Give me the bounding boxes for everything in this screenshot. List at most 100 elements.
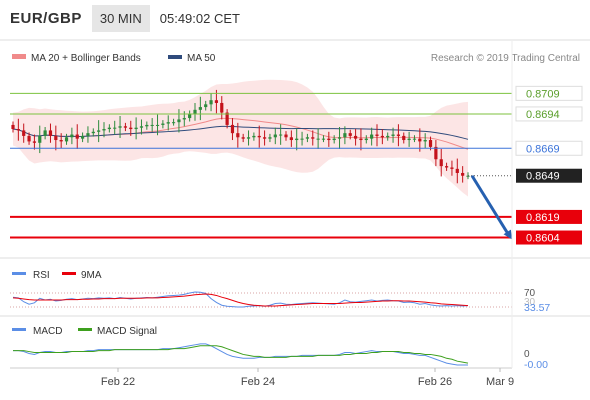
resistance-2-label: 0.8709	[526, 88, 560, 100]
candle-body	[155, 124, 160, 126]
macd-line	[13, 343, 468, 366]
candle-body	[48, 130, 53, 136]
candle-body	[80, 135, 85, 139]
candle-body	[22, 130, 26, 136]
candle-body	[225, 112, 229, 125]
resistance-1-label-box	[515, 106, 583, 122]
legend-label-macd-signal: MACD Signal	[97, 326, 157, 337]
candle-body	[428, 140, 433, 147]
legend-label-macd: MACD	[33, 326, 62, 337]
timeframe-button[interactable]: 30 MIN	[91, 4, 150, 32]
arrow-head	[503, 229, 512, 240]
macd-zero-label: 0	[524, 349, 530, 360]
price-levels: 0.8709 0.8694 0.8669 0.8649 0.8619 0.8604	[10, 85, 583, 245]
rsi-level-30-label: 30	[524, 297, 536, 308]
candle-body	[262, 137, 267, 139]
candle-body	[386, 135, 390, 138]
candle-body	[193, 109, 197, 114]
x-tick-label: Feb 24	[241, 376, 275, 388]
candle-body	[418, 138, 422, 142]
candle-body	[295, 138, 299, 141]
candle-body	[444, 166, 449, 168]
candle-body	[321, 138, 326, 140]
candle-body	[54, 135, 58, 141]
candle-body	[188, 113, 192, 119]
candle-body	[220, 102, 224, 113]
support-2-label: 0.8604	[526, 233, 560, 245]
legend-swatch-rsi	[12, 272, 26, 275]
candle-body	[38, 135, 42, 143]
candle-body	[32, 141, 37, 143]
candle-body	[86, 133, 90, 136]
candle-body	[145, 124, 149, 127]
candle-body	[407, 138, 411, 141]
chart-header: EUR/GBP 30 MIN 05:49:02 CET	[0, 0, 590, 36]
candle-body	[139, 126, 144, 128]
candle-body	[305, 137, 310, 139]
candle-body	[273, 134, 277, 138]
candle-body	[70, 134, 74, 138]
candle-body	[91, 131, 95, 134]
watermark: Research © 2019 Trading Central	[431, 53, 580, 64]
candle-body	[11, 124, 15, 130]
rsi-ma-line	[12, 293, 469, 307]
x-tick-label: Mar 9	[486, 376, 514, 388]
candle-body	[171, 122, 176, 124]
candle-body	[279, 134, 283, 136]
support-1-label-box	[516, 209, 582, 224]
candle-body	[59, 140, 63, 142]
ma50-line-path	[12, 125, 469, 140]
candle-body	[327, 138, 331, 141]
candle-body	[412, 138, 417, 140]
legend-label-rsi: RSI	[33, 270, 50, 281]
candle-body	[402, 135, 406, 141]
x-tick-label: Feb 26	[418, 376, 452, 388]
rsi-lines	[10, 291, 512, 308]
candle-body	[375, 134, 379, 136]
x-axis: Feb 22 Feb 24 Feb 26 Mar 9	[10, 40, 514, 388]
candle-body	[123, 126, 128, 128]
candle-body	[43, 130, 47, 136]
last-price-label: 0.8649	[526, 171, 560, 183]
candle-body	[455, 168, 459, 173]
candle-body	[166, 122, 170, 124]
candle-body	[27, 135, 31, 142]
candle-body	[241, 137, 245, 139]
candle-body	[461, 172, 465, 176]
macd-last-value: -0.00	[524, 359, 548, 371]
current-time: 05:49:02 CET	[159, 10, 240, 26]
candle-body	[252, 135, 256, 138]
candle-body	[107, 127, 111, 130]
candle-body	[204, 104, 208, 108]
candle-body	[364, 138, 368, 141]
candle-body	[16, 129, 20, 131]
candle-body	[380, 135, 384, 138]
candle-body	[268, 137, 272, 139]
legend-swatch-9ma	[62, 272, 76, 275]
pivot-label: 0.8669	[526, 143, 560, 155]
candle-body	[198, 107, 202, 110]
legend-swatch-bollinger	[12, 54, 26, 59]
ma50-line	[12, 125, 469, 140]
candle-body	[118, 126, 122, 128]
candle-body	[214, 100, 219, 103]
candle-body	[343, 133, 347, 138]
candle-body	[284, 134, 288, 138]
forecast-arrow	[470, 174, 512, 240]
candle-body	[332, 138, 336, 141]
legend-swatch-ma50	[168, 55, 182, 59]
macd-lines	[13, 343, 469, 366]
macd-panel: MACD MACD Signal 0 -0.00	[12, 326, 548, 371]
candle-body	[434, 146, 438, 160]
candle-body	[450, 167, 454, 169]
macd-signal-line	[13, 345, 469, 364]
candle-body	[316, 138, 320, 140]
arrow-shaft	[470, 174, 511, 237]
candle-body	[391, 134, 395, 136]
legend-swatch-macd	[12, 328, 26, 331]
candle-body	[236, 133, 240, 138]
candle-body	[161, 123, 165, 125]
legend-label-bollinger: MA 20 + Bollinger Bands	[31, 53, 141, 64]
candle-body	[129, 127, 133, 130]
rsi-panel: RSI 9MA 70 30 33.57	[0, 270, 590, 317]
